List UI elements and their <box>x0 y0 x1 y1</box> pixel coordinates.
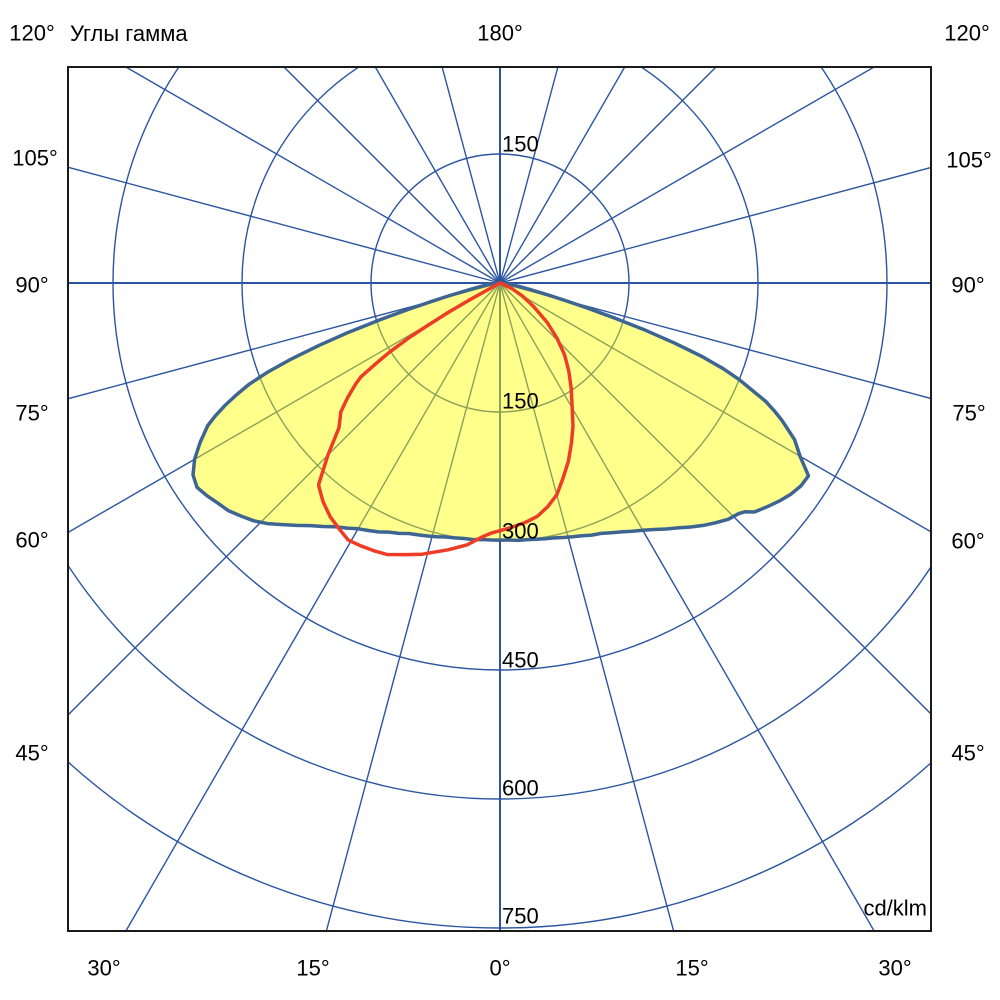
angle-label-left: 90° <box>15 273 48 298</box>
grid-ray <box>499 282 931 715</box>
angle-label-right: 75° <box>952 401 985 426</box>
grid-ray <box>68 282 501 534</box>
radial-tick-label: 300 <box>502 519 539 544</box>
angle-label-bottom: 15° <box>675 956 708 981</box>
grid-ray <box>499 67 559 284</box>
grid-ray <box>499 67 876 284</box>
grid-ray <box>499 67 626 284</box>
grid-ray <box>499 282 931 533</box>
grid-ray <box>499 282 675 931</box>
grid-ray <box>124 67 501 284</box>
chart-title: Углы гамма <box>70 21 188 46</box>
angle-label-right: 120° <box>944 21 990 46</box>
grid-ray <box>125 282 501 931</box>
grid-ray <box>441 67 501 284</box>
angle-label-left: 75° <box>15 401 48 426</box>
angle-label-right: 90° <box>951 273 984 298</box>
grid-ray <box>499 282 875 931</box>
curves <box>191 281 811 557</box>
grid-ray <box>499 67 717 284</box>
angle-label-left: 45° <box>15 741 48 766</box>
angle-label-bottom: 0° <box>489 956 510 981</box>
narrow-beam-curve <box>316 281 575 557</box>
angle-label-bottom: 30° <box>87 956 120 981</box>
plot-frame <box>67 66 932 932</box>
radial-tick-label: 750 <box>502 904 539 929</box>
grid-ray <box>68 282 501 716</box>
angle-label-left: 60° <box>15 528 48 553</box>
angle-label-top: 180° <box>477 21 523 46</box>
grid-ray <box>68 282 501 400</box>
radial-tick-label: 150 <box>502 389 539 414</box>
angle-label-left: 120° <box>9 21 55 46</box>
radial-tick-label: 600 <box>502 776 539 801</box>
grid-ray <box>325 282 501 931</box>
grid-ray <box>68 166 501 284</box>
grid-ray <box>374 67 501 284</box>
wide-beam-curve <box>191 281 811 543</box>
angle-label-left: 105° <box>12 146 58 171</box>
unit-label: cd/klm <box>863 896 927 921</box>
angle-label-right: 60° <box>951 529 984 554</box>
angle-label-right: 105° <box>946 148 992 173</box>
radial-tick-label: 150 <box>502 132 539 157</box>
angle-label-right: 45° <box>951 741 984 766</box>
radial-tick-label: 450 <box>502 648 539 673</box>
grid-ray <box>283 67 501 284</box>
grid-ray <box>499 166 931 284</box>
angle-label-bottom: 15° <box>296 956 329 981</box>
grid-ray <box>499 282 931 400</box>
angle-label-bottom: 30° <box>878 956 911 981</box>
